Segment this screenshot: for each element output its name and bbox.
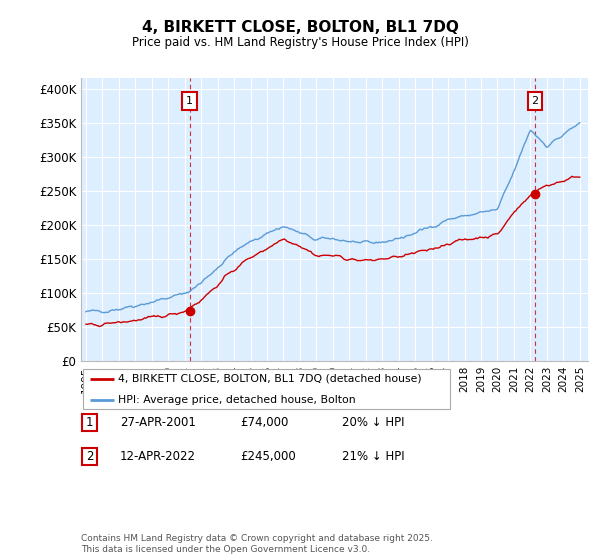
FancyBboxPatch shape	[82, 414, 97, 431]
Text: 2: 2	[532, 96, 539, 106]
Text: 4, BIRKETT CLOSE, BOLTON, BL1 7DQ (detached house): 4, BIRKETT CLOSE, BOLTON, BL1 7DQ (detac…	[118, 374, 422, 384]
Text: 20% ↓ HPI: 20% ↓ HPI	[342, 416, 404, 430]
Text: 1: 1	[86, 416, 93, 430]
Text: HPI: Average price, detached house, Bolton: HPI: Average price, detached house, Bolt…	[118, 394, 356, 404]
Text: 21% ↓ HPI: 21% ↓ HPI	[342, 450, 404, 463]
Text: £245,000: £245,000	[240, 450, 296, 463]
Text: £74,000: £74,000	[240, 416, 289, 430]
Text: Contains HM Land Registry data © Crown copyright and database right 2025.
This d: Contains HM Land Registry data © Crown c…	[81, 534, 433, 554]
FancyBboxPatch shape	[83, 369, 451, 409]
Text: 12-APR-2022: 12-APR-2022	[120, 450, 196, 463]
Text: 27-APR-2001: 27-APR-2001	[120, 416, 196, 430]
Text: 1: 1	[186, 96, 193, 106]
Text: 2: 2	[86, 450, 93, 463]
FancyBboxPatch shape	[82, 448, 97, 465]
Text: 4, BIRKETT CLOSE, BOLTON, BL1 7DQ: 4, BIRKETT CLOSE, BOLTON, BL1 7DQ	[142, 20, 458, 35]
Text: Price paid vs. HM Land Registry's House Price Index (HPI): Price paid vs. HM Land Registry's House …	[131, 36, 469, 49]
